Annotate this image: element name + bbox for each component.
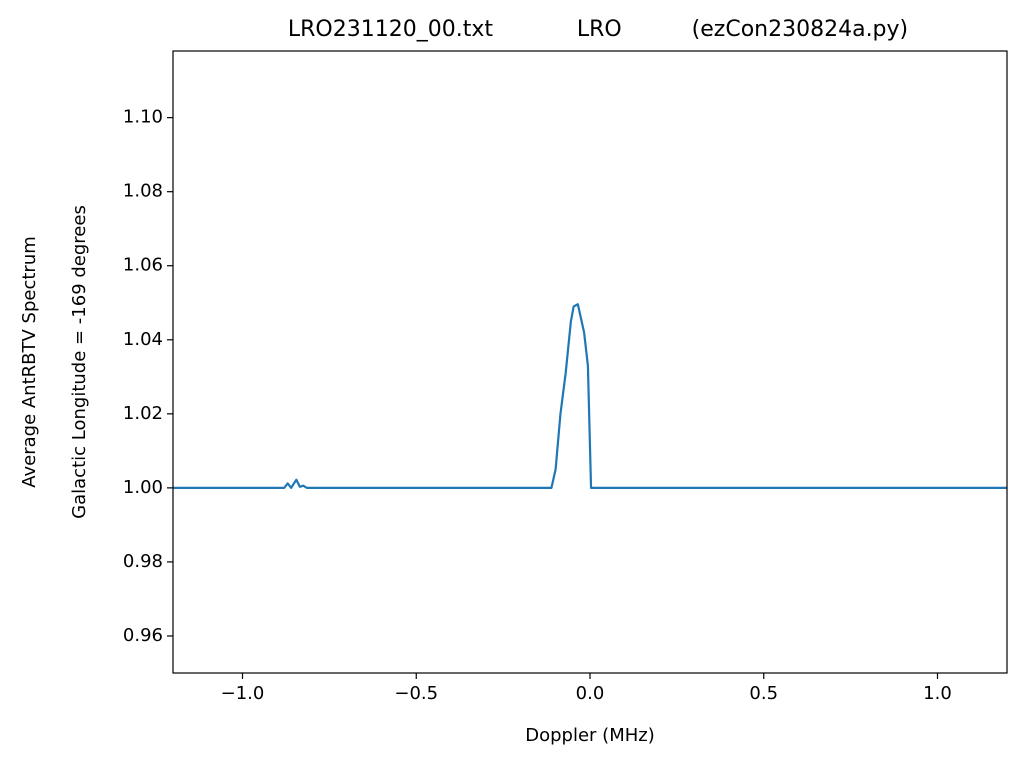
chart-title: LRO231120_00.txt LRO (ezCon230824a.py) (288, 17, 908, 42)
data-line (173, 303, 1007, 489)
x-axis-label: Doppler (MHz) (525, 725, 654, 746)
y-tick-label: 1.02 (123, 403, 163, 424)
x-tick-label: 0.5 (749, 683, 778, 704)
y-tick-label: 1.06 (123, 255, 163, 276)
plot-frame (172, 50, 1008, 674)
x-tick-label: 0.0 (576, 683, 605, 704)
x-tick-label: 1.0 (923, 683, 952, 704)
y-tick-label: 0.96 (123, 625, 163, 646)
y-tick-label: 0.98 (123, 551, 163, 572)
x-tick-label: −0.5 (394, 683, 438, 704)
y-axis-label: Galactic Longitude = -169 degrees (69, 205, 90, 519)
y-tick-label: 1.00 (123, 477, 163, 498)
y-tick-label: 1.04 (123, 329, 163, 350)
y-tick-label: 1.10 (123, 107, 163, 128)
y-axis-label: Average AntRBTV Spectrum (19, 236, 40, 488)
x-tick-label: −1.0 (221, 683, 265, 704)
y-tick-label: 1.08 (123, 181, 163, 202)
